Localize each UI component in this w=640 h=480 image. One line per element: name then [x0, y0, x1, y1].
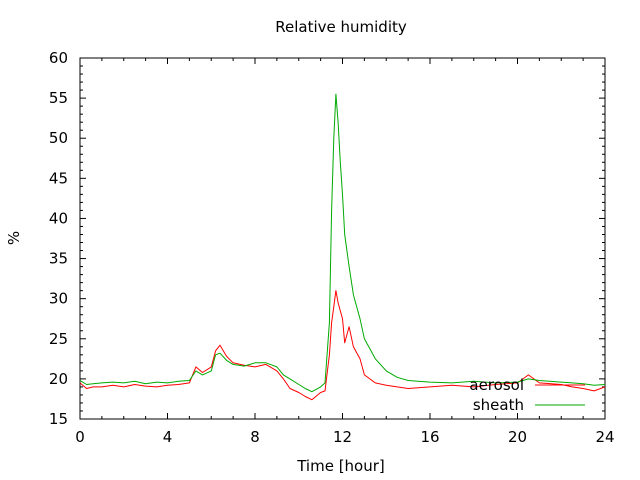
legend: aerosol sheath	[469, 376, 585, 414]
plot-frame	[79, 57, 606, 420]
y-tick-label: 40	[49, 209, 68, 227]
legend-label-aerosol: aerosol	[469, 376, 524, 394]
y-axis-label: %	[5, 231, 23, 245]
x-tick-label: 12	[333, 428, 352, 446]
y-tick-label: 35	[49, 250, 68, 268]
x-tick-label: 24	[595, 428, 614, 446]
series-line-sheath	[79, 93, 606, 393]
y-tick-label: 45	[49, 169, 68, 187]
chart-title: Relative humidity	[275, 18, 407, 36]
x-tick-label: 8	[250, 428, 260, 446]
legend-label-sheath: sheath	[473, 396, 524, 414]
y-tick-label: 15	[49, 410, 68, 428]
x-axis-label: Time [hour]	[296, 457, 385, 475]
series-line-aerosol	[79, 290, 606, 401]
y-tick-label: 20	[49, 370, 68, 388]
y-tick-label: 50	[49, 129, 68, 147]
series-layer	[79, 93, 606, 401]
x-tick-label: 0	[75, 428, 85, 446]
axis-ticks: 15 20 25 30 35 40 45 50 55 60 0 4 8 12 16 20 24	[49, 49, 615, 446]
y-tick-label: 25	[49, 330, 68, 348]
y-tick-label: 55	[49, 89, 68, 107]
x-tick-label: 20	[508, 428, 527, 446]
x-tick-label: 4	[163, 428, 173, 446]
y-tick-label: 30	[49, 290, 68, 308]
x-tick-label: 16	[420, 428, 439, 446]
y-tick-label: 60	[49, 49, 68, 67]
